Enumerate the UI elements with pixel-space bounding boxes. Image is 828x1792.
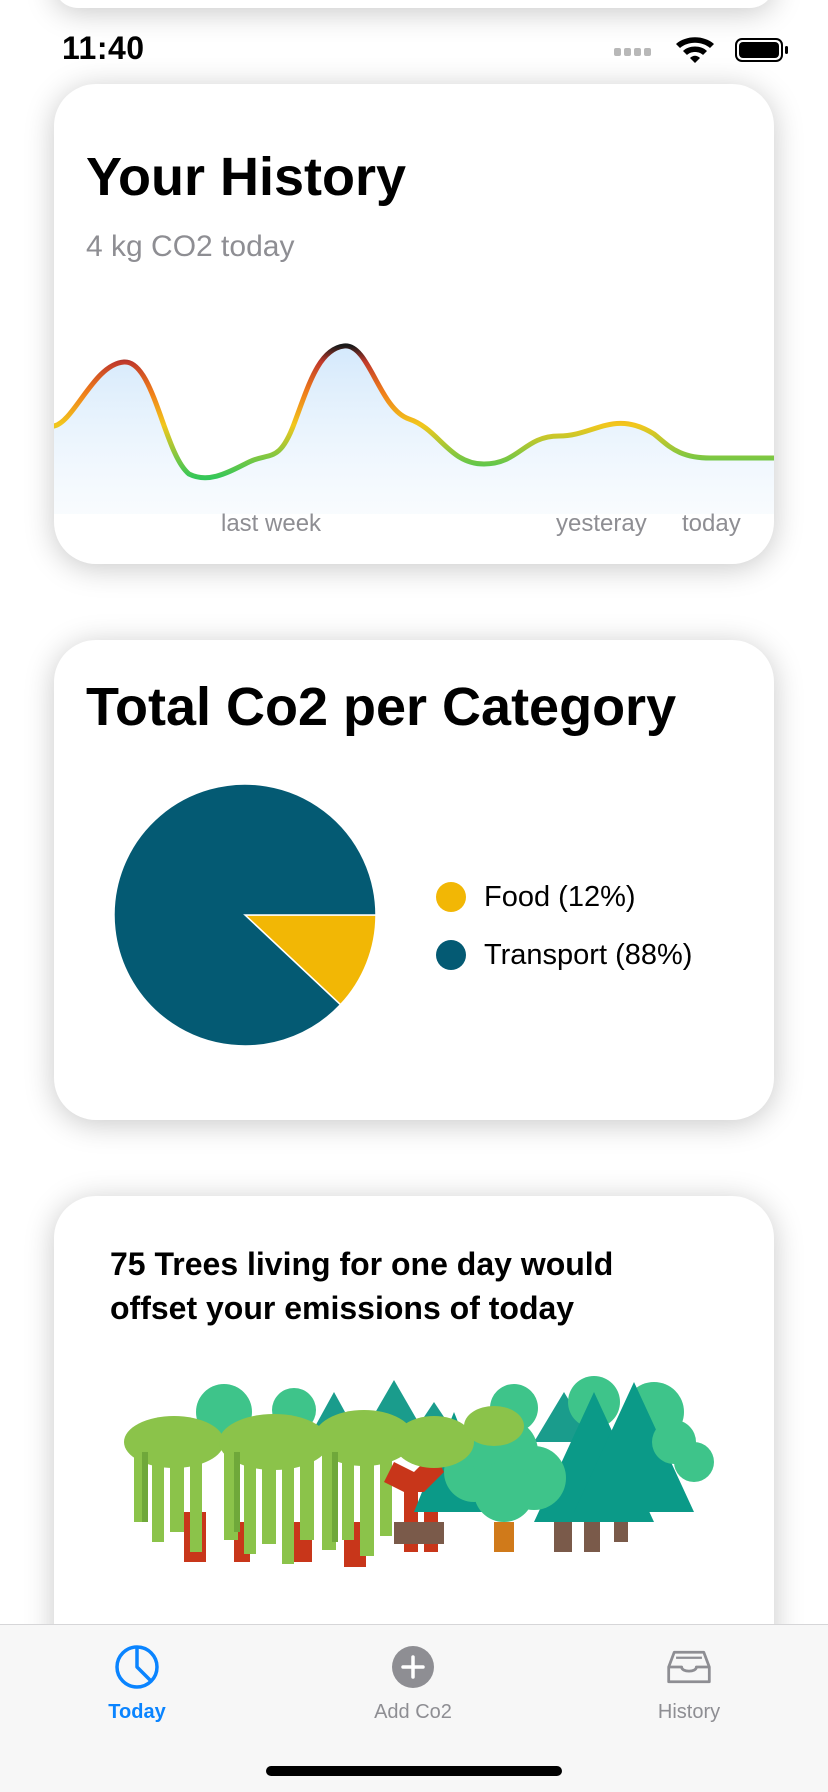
home-indicator <box>266 1766 562 1776</box>
tab-history-label: History <box>657 1701 721 1723</box>
round-trees-front <box>444 1418 714 1522</box>
history-area <box>54 345 774 514</box>
history-subtitle: 4 kg CO2 today <box>86 230 295 263</box>
tab-add-co2-label: Add Co2 <box>374 1701 452 1723</box>
legend-dot-food <box>436 882 466 912</box>
tab-today[interactable]: Today <box>57 1643 217 1724</box>
category-title: Total Co2 per Category <box>86 677 677 737</box>
tray-icon <box>667 1650 711 1684</box>
x-label-last-week: last week <box>221 510 322 537</box>
status-time: 11:40 <box>62 30 145 66</box>
category-legend: Food (12%) Transport (88%) <box>436 868 692 984</box>
tab-today-label: Today <box>108 1701 166 1723</box>
legend-item-food: Food (12%) <box>436 868 692 926</box>
tab-history[interactable]: History <box>609 1643 769 1724</box>
status-icons <box>614 37 788 63</box>
category-card[interactable]: Total Co2 per Category Food (12%) Transp… <box>54 640 774 1120</box>
trees-offset-text: 75 Trees living for one day would offset… <box>110 1246 614 1326</box>
willow-trees-shade <box>142 1452 338 1542</box>
history-line-chart <box>54 343 774 514</box>
signal-icon <box>614 48 651 56</box>
category-pie-chart <box>114 784 376 1046</box>
willow-trees <box>124 1410 414 1564</box>
legend-dot-transport <box>436 940 466 970</box>
x-label-today: today <box>682 510 741 537</box>
pie-slice-food <box>243 914 376 1006</box>
x-label-yesterday: yesteray <box>556 510 647 537</box>
history-title: Your History <box>86 147 407 207</box>
pie-slice-transport <box>114 784 376 1046</box>
plus-circle-icon <box>392 1646 434 1688</box>
battery-icon <box>735 38 788 62</box>
legend-label-food: Food (12%) <box>484 880 636 913</box>
wifi-icon <box>676 37 714 63</box>
tab-bar: Today Add Co2 History <box>0 1624 828 1792</box>
pie-chart-icon <box>115 1645 159 1689</box>
status-bar: 11:40 <box>0 0 828 90</box>
tab-add-co2[interactable]: Add Co2 <box>333 1643 493 1724</box>
legend-item-transport: Transport (88%) <box>436 926 692 984</box>
legend-label-transport: Transport (88%) <box>484 938 693 971</box>
light-green-canopy <box>394 1406 524 1468</box>
history-line <box>54 343 774 481</box>
forest-illustration <box>124 1376 714 1567</box>
previous-card-peek <box>54 0 774 8</box>
history-card[interactable]: Your History 4 kg CO2 today last week ye… <box>54 84 774 564</box>
